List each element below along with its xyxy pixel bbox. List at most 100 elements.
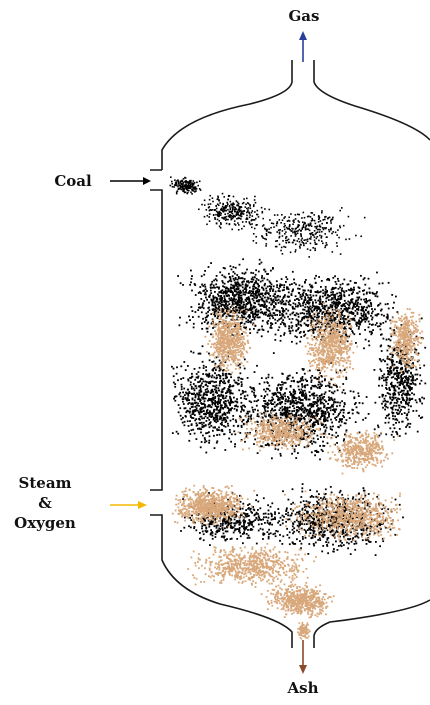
particle — [278, 318, 280, 321]
particle — [347, 288, 350, 291]
particle — [193, 283, 196, 285]
particle — [287, 396, 289, 398]
particle — [215, 384, 218, 387]
particle — [363, 311, 366, 313]
particle — [263, 313, 265, 316]
particle — [242, 305, 244, 308]
particle — [219, 302, 222, 305]
particle — [235, 306, 237, 308]
particle — [173, 397, 175, 400]
particle — [335, 283, 338, 285]
particle — [181, 187, 184, 190]
particle — [237, 296, 240, 299]
particle — [209, 294, 211, 296]
particle — [229, 419, 232, 422]
particle — [300, 398, 303, 401]
particle — [333, 319, 336, 322]
particle — [411, 374, 414, 377]
particle — [265, 415, 267, 418]
particle — [410, 388, 413, 390]
particle — [353, 319, 356, 322]
particle — [306, 315, 309, 318]
particle — [397, 391, 400, 394]
particle — [322, 414, 325, 417]
particle — [322, 440, 324, 443]
particle — [268, 208, 271, 211]
particle — [268, 533, 270, 535]
particle — [278, 409, 281, 411]
particle — [248, 410, 251, 413]
particle — [257, 313, 259, 316]
particle — [341, 335, 343, 337]
particle — [238, 382, 240, 385]
particle — [380, 313, 383, 316]
particle — [308, 306, 311, 309]
particle — [247, 202, 250, 205]
particle — [308, 299, 311, 301]
particle — [359, 303, 362, 305]
particle — [312, 543, 315, 545]
particle — [240, 439, 243, 441]
particle — [293, 410, 295, 412]
particle — [269, 326, 272, 329]
particle — [401, 366, 403, 369]
particle — [256, 364, 258, 367]
particle — [205, 432, 207, 435]
particle — [268, 301, 271, 304]
particle — [324, 413, 326, 415]
particle — [318, 376, 320, 379]
particle — [291, 445, 294, 447]
particle — [180, 183, 183, 185]
particle — [326, 296, 329, 299]
particle — [237, 211, 239, 214]
particle — [270, 327, 273, 329]
particle — [190, 281, 192, 284]
particle — [187, 425, 190, 427]
particle — [228, 315, 231, 317]
particle — [229, 306, 232, 308]
particle — [352, 289, 355, 291]
particle — [280, 278, 283, 280]
particle — [357, 412, 360, 415]
particle — [223, 380, 226, 382]
particle — [212, 297, 215, 300]
particle — [233, 430, 236, 433]
particle — [224, 373, 227, 375]
particle — [237, 376, 240, 379]
particle — [236, 301, 239, 303]
particle — [346, 308, 349, 310]
particle — [330, 291, 333, 294]
particle — [244, 206, 247, 208]
particle — [364, 338, 367, 341]
particle — [287, 377, 290, 380]
particle — [257, 288, 259, 290]
particle — [337, 295, 340, 298]
particle — [240, 277, 243, 279]
particle — [224, 397, 227, 399]
particle — [248, 286, 251, 289]
particle — [217, 400, 219, 403]
particle — [188, 181, 191, 183]
particle — [328, 385, 331, 387]
particle — [169, 184, 172, 187]
particle — [197, 402, 200, 405]
particle — [353, 303, 355, 306]
particle — [229, 216, 231, 218]
particle — [331, 434, 334, 437]
particle — [310, 430, 313, 433]
particle — [269, 532, 272, 535]
particle — [251, 210, 254, 212]
particle — [185, 184, 187, 186]
particle — [270, 283, 273, 286]
particle — [234, 443, 236, 445]
particle — [352, 390, 355, 393]
particle — [319, 402, 322, 405]
particle — [316, 451, 318, 453]
particle — [358, 326, 360, 328]
particle — [224, 213, 226, 215]
particle — [330, 228, 332, 231]
particle — [215, 275, 218, 277]
particle — [214, 403, 217, 406]
particle — [323, 432, 326, 435]
